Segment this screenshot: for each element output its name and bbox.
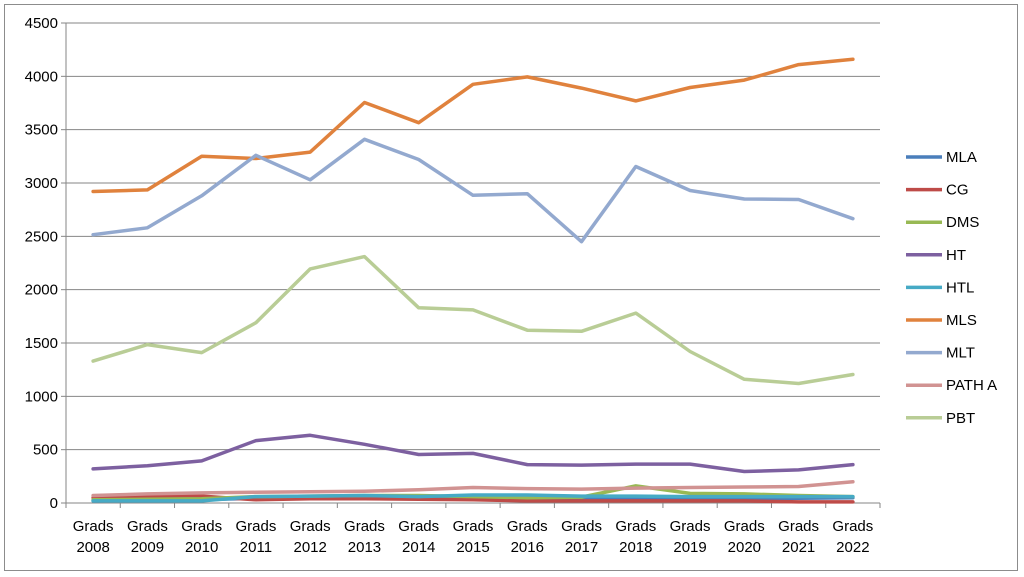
series-line-mls <box>91 57 855 194</box>
y-tick-label: 3500 <box>25 122 58 139</box>
x-tick-label: Grads 2018 <box>615 518 656 556</box>
legend-label: MLS <box>946 312 977 329</box>
legend: MLA CG DMS HT HTL MLS MLT PATH A PBT <box>906 149 997 427</box>
x-tick-label-line2: 2018 <box>619 539 652 556</box>
legend-item: DMS <box>906 214 979 231</box>
x-tick-label-line1: Grads <box>344 518 385 535</box>
x-tick-label: Grads 2012 <box>290 518 331 556</box>
chart-frame <box>4 4 1018 571</box>
x-tick-label-line2: 2019 <box>673 539 706 556</box>
y-tick-label: 1000 <box>25 388 58 405</box>
series-line-htl <box>91 493 855 503</box>
y-tick-label: 1500 <box>25 335 58 352</box>
x-tick-label-line1: Grads <box>73 518 114 535</box>
legend-item: MLT <box>906 345 975 362</box>
x-tick-label-line1: Grads <box>615 518 656 535</box>
x-tick-label-line2: 2022 <box>836 539 869 556</box>
x-tick-label-line1: Grads <box>398 518 439 535</box>
legend-label: CG <box>946 182 969 199</box>
y-tick-label: 500 <box>33 442 58 459</box>
x-tick-label: Grads 2014 <box>398 518 439 556</box>
y-tick-label: 4500 <box>25 15 58 32</box>
x-tick-label: Grads 2013 <box>344 518 385 556</box>
x-tick-label-line2: 2010 <box>185 539 218 556</box>
series-line-path-a <box>91 479 855 498</box>
x-tick-label-line2: 2016 <box>511 539 544 556</box>
series-line-mlt <box>91 137 855 244</box>
y-tick-label: 3000 <box>25 175 58 192</box>
x-tick-label: Grads 2010 <box>181 518 222 556</box>
legend-item: PBT <box>906 410 975 427</box>
x-tick-label-line1: Grads <box>832 518 873 535</box>
x-tick-label-line2: 2009 <box>131 539 164 556</box>
x-tick-label-line2: 2008 <box>76 539 109 556</box>
legend-label: MLA <box>946 149 977 166</box>
x-tick-label: Grads 2016 <box>507 518 548 556</box>
x-tick-label-line1: Grads <box>507 518 548 535</box>
legend-label: PATH A <box>946 377 997 394</box>
legend-item: HTL <box>906 279 974 296</box>
x-tick-label-line2: 2014 <box>402 539 435 556</box>
legend-label: DMS <box>946 214 979 231</box>
x-tick-label-line1: Grads <box>290 518 331 535</box>
x-tick-label: Grads 2008 <box>73 518 114 556</box>
x-tick-label: Grads 2019 <box>670 518 711 556</box>
x-tick-label: Grads 2009 <box>127 518 168 556</box>
x-tick-label-line1: Grads <box>127 518 168 535</box>
x-tick-label-line2: 2020 <box>728 539 761 556</box>
legend-label: PBT <box>946 410 975 427</box>
x-tick-label-line2: 2021 <box>782 539 815 556</box>
x-tick-label-line1: Grads <box>670 518 711 535</box>
x-tick-label-line2: 2011 <box>240 539 272 556</box>
legend-item: PATH A <box>906 377 997 394</box>
legend-item: MLA <box>906 149 977 166</box>
x-tick-label-line1: Grads <box>453 518 494 535</box>
x-tick-label-line1: Grads <box>561 518 602 535</box>
y-tick-label: 2000 <box>25 282 58 299</box>
x-tick-label: Grads 2011 <box>236 518 277 556</box>
y-tick-label: 0 <box>50 495 58 512</box>
x-tick-label: Grads 2021 <box>778 518 819 556</box>
x-tick-label: Grads 2017 <box>561 518 602 556</box>
y-axis: 0 500 1000 1500 2000 2500 3000 3500 4000 4500 <box>25 15 67 512</box>
series-line-ht <box>91 433 855 474</box>
x-tick-label: Grads 2022 <box>832 518 873 556</box>
x-tick-label-line2: 2017 <box>565 539 598 556</box>
legend-label: HT <box>946 247 966 264</box>
x-tick-label: Grads 2020 <box>724 518 765 556</box>
legend-item: HT <box>906 247 966 264</box>
plot-area <box>91 57 855 504</box>
gridlines <box>66 22 880 504</box>
series-line-pbt <box>91 254 855 386</box>
x-tick-label: Grads 2015 <box>453 518 494 556</box>
x-tick-label-line2: 2012 <box>294 539 327 556</box>
x-tick-label-line2: 2013 <box>348 539 381 556</box>
y-tick-label: 2500 <box>25 228 58 245</box>
x-tick-label-line1: Grads <box>236 518 277 535</box>
y-tick-label: 4000 <box>25 68 58 85</box>
x-tick-label-line1: Grads <box>778 518 819 535</box>
x-tick-label-line1: Grads <box>724 518 765 535</box>
legend-item: MLS <box>906 312 977 329</box>
legend-label: MLT <box>946 345 975 362</box>
x-tick-label-line1: Grads <box>181 518 222 535</box>
x-tick-label-line2: 2015 <box>456 539 489 556</box>
legend-item: CG <box>906 182 969 199</box>
legend-label: HTL <box>946 279 974 296</box>
